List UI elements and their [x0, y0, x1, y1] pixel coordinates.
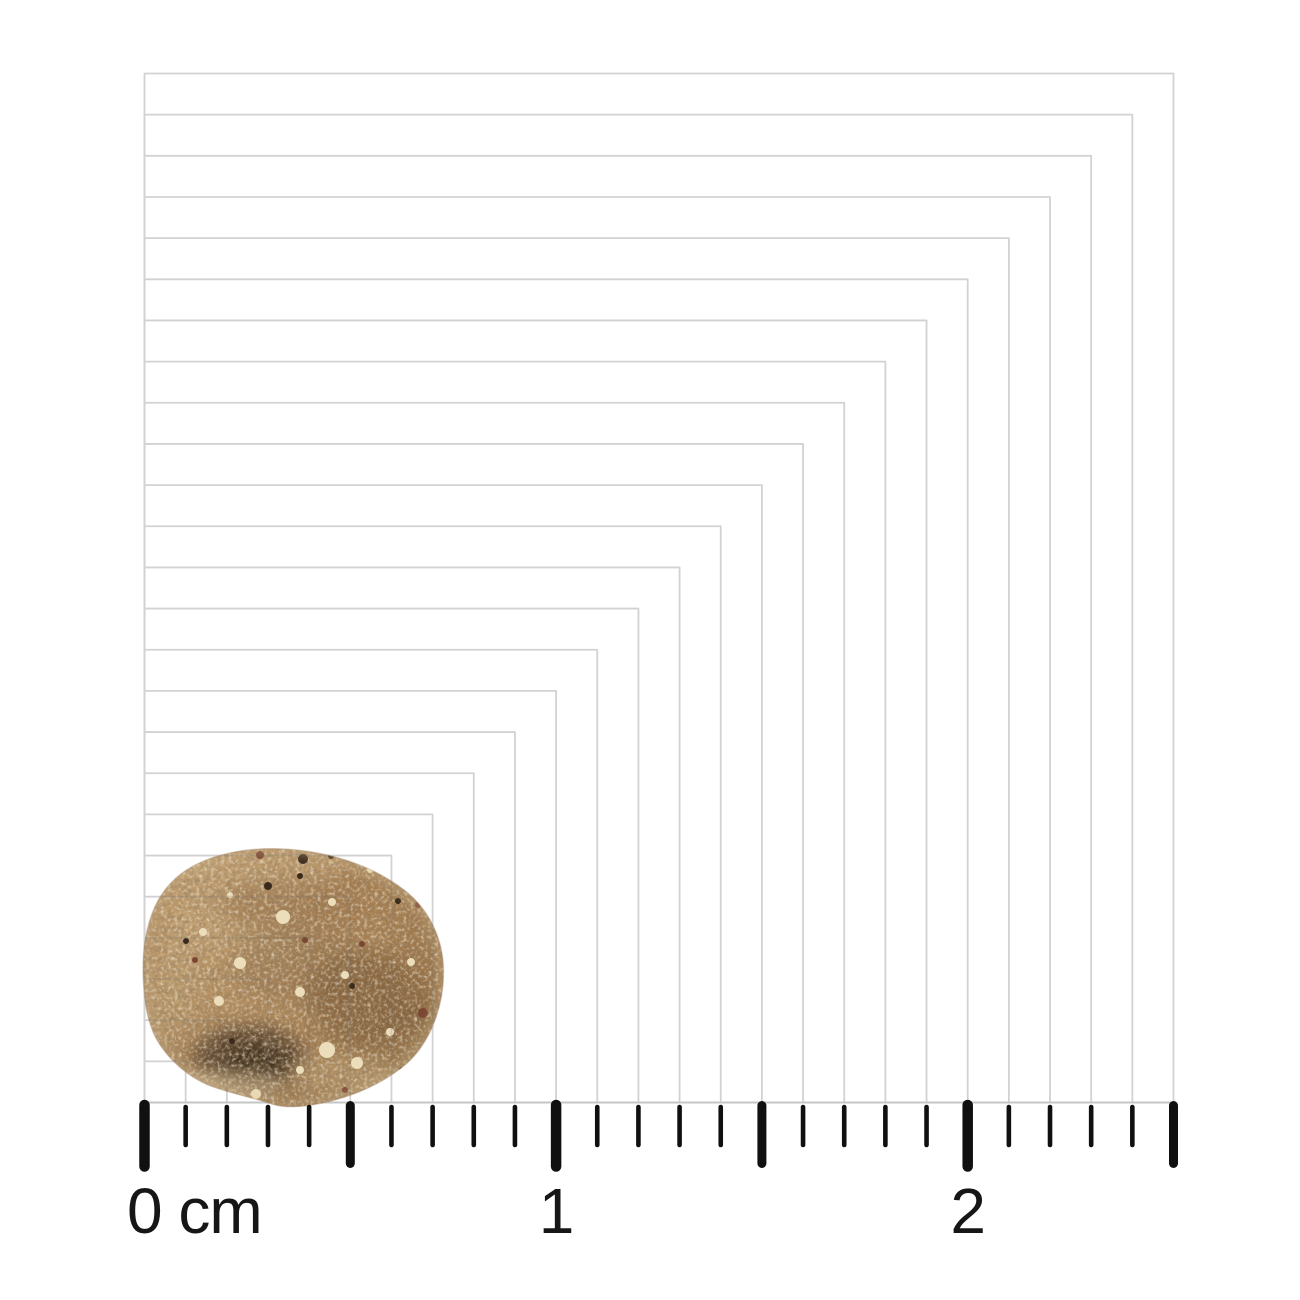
kibble-dark-specks — [183, 853, 405, 1073]
bracket-overlay-7mm — [143, 848, 434, 1103]
ruler-label-2: 2 — [950, 1175, 985, 1247]
ruler-label-1: 1 — [539, 1175, 574, 1247]
ruler-label-0cm: 0 cm — [127, 1175, 262, 1247]
bracket-overlay-6mm — [143, 854, 393, 1103]
ruler-ticks — [139, 1099, 1178, 1172]
ruler-labels: 0 cm 1 2 — [127, 1175, 986, 1247]
bracket-25mm — [143, 72, 1175, 1103]
kibble-photo — [142, 848, 445, 1108]
